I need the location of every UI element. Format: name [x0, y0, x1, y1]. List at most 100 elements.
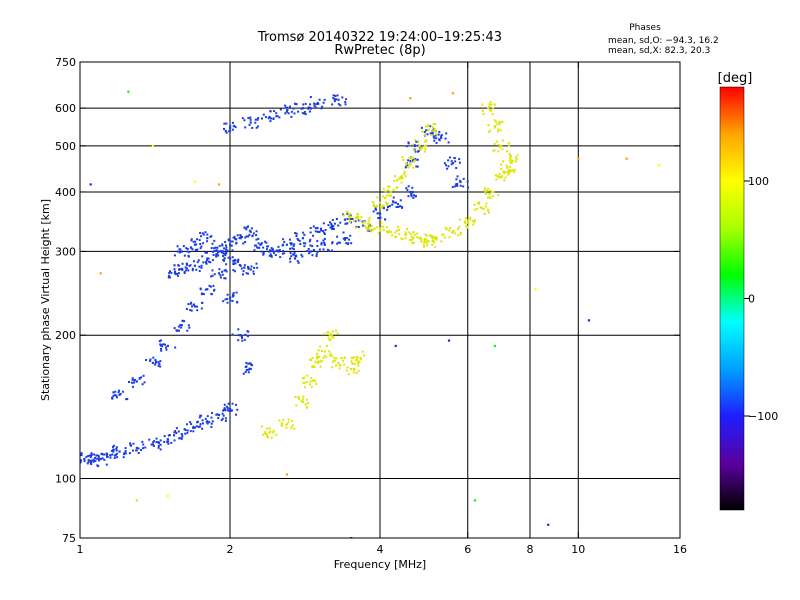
trace-point: [497, 121, 500, 124]
trace-point: [201, 232, 204, 235]
trace-point: [324, 228, 327, 231]
trace-point: [466, 180, 469, 183]
trace-point: [167, 276, 170, 279]
trace-point: [332, 360, 335, 363]
trace-point: [218, 244, 221, 247]
trace-point: [221, 417, 224, 420]
trace-point: [396, 229, 399, 232]
trace-point: [513, 171, 516, 174]
trace-point: [97, 457, 100, 460]
trace-point: [323, 243, 326, 246]
trace-point: [435, 137, 438, 140]
trace-point: [323, 237, 326, 240]
trace-point: [187, 324, 190, 327]
trace-point: [302, 231, 305, 234]
trace-point: [329, 354, 332, 357]
trace-point: [209, 261, 212, 264]
trace-point: [444, 226, 447, 229]
trace-point: [322, 239, 325, 242]
trace-point: [238, 263, 241, 266]
trace-point: [181, 319, 184, 322]
trace-point: [180, 437, 183, 440]
scatter-point: [534, 288, 537, 291]
trace-point: [346, 242, 349, 245]
trace-point: [395, 206, 398, 209]
trace-point: [434, 134, 437, 137]
trace-point: [303, 245, 306, 248]
trace-point: [398, 228, 401, 231]
trace-point: [314, 380, 317, 383]
trace-point: [149, 360, 152, 363]
trace-point: [96, 457, 99, 460]
trace-point: [374, 205, 377, 208]
trace-point: [361, 350, 364, 353]
trace-point: [413, 160, 416, 163]
trace-point: [208, 284, 211, 287]
trace-point: [272, 117, 275, 120]
trace-point: [155, 441, 158, 444]
trace-point: [353, 368, 356, 371]
trace-point: [266, 245, 269, 248]
trace-point: [397, 203, 400, 206]
trace-point: [374, 208, 377, 211]
trace-point: [288, 105, 291, 108]
trace-point: [350, 356, 353, 359]
trace-point: [398, 233, 401, 236]
trace-point: [377, 232, 380, 235]
trace-point: [244, 126, 247, 129]
trace-point: [285, 423, 288, 426]
trace-point: [344, 356, 347, 359]
trace-point: [212, 253, 215, 256]
trace-point: [304, 386, 307, 389]
trace-point: [180, 250, 183, 253]
trace-point: [346, 212, 349, 215]
trace-point: [411, 144, 414, 147]
trace-point: [217, 417, 220, 420]
trace-point: [125, 398, 128, 401]
trace-point: [338, 241, 341, 244]
trace-point: [223, 277, 226, 280]
trace-point: [407, 159, 410, 162]
trace-point: [376, 196, 379, 199]
trace-point: [343, 363, 346, 366]
trace-point: [219, 274, 222, 277]
trace-point: [294, 103, 297, 106]
trace-point: [290, 255, 293, 258]
trace-point: [193, 305, 197, 308]
trace-point: [91, 459, 94, 462]
trace-point: [241, 117, 244, 120]
trace-point: [174, 430, 177, 433]
trace-point: [394, 236, 397, 239]
trace-point: [419, 147, 422, 150]
trace-point: [87, 454, 90, 457]
trace-point: [330, 249, 333, 252]
trace-point: [285, 426, 288, 429]
trace-point: [216, 250, 219, 253]
trace-point: [199, 242, 202, 245]
trace-point: [240, 267, 243, 270]
trace-point: [218, 268, 221, 271]
trace-point: [99, 457, 102, 461]
trace-point: [482, 207, 485, 210]
trace-point: [166, 438, 169, 441]
trace-point: [345, 211, 348, 214]
trace-point: [433, 139, 436, 142]
trace-point: [451, 231, 454, 234]
trace-point: [315, 103, 318, 106]
trace-point: [252, 270, 255, 273]
trace-point: [130, 381, 133, 384]
trace-point: [213, 239, 216, 242]
trace-point: [362, 221, 365, 224]
trace-point: [345, 242, 348, 245]
trace-point: [504, 176, 507, 179]
trace-point: [227, 256, 230, 259]
trace-point: [410, 233, 413, 236]
trace-point: [87, 458, 90, 461]
trace-point: [353, 356, 356, 359]
trace-point: [173, 434, 176, 437]
trace-point: [410, 241, 413, 244]
trace-point: [236, 408, 239, 411]
trace-point: [192, 430, 195, 433]
trace-point: [225, 252, 228, 255]
trace-point: [159, 339, 162, 342]
